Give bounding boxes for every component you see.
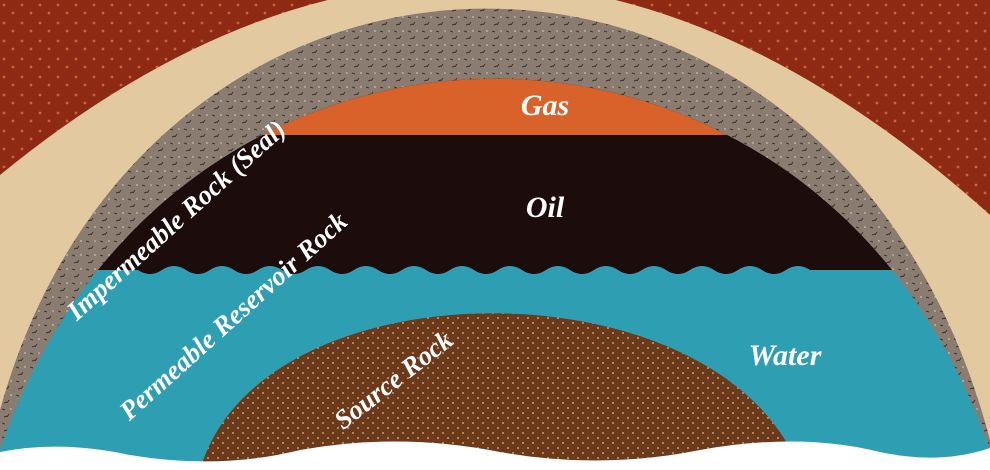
source-rock <box>200 313 800 470</box>
water-label: Water <box>749 339 822 372</box>
gas-label: Gas <box>521 89 569 122</box>
oil-layer <box>0 78 990 274</box>
oil-label: Oil <box>526 191 565 224</box>
ground-edge <box>0 441 990 470</box>
